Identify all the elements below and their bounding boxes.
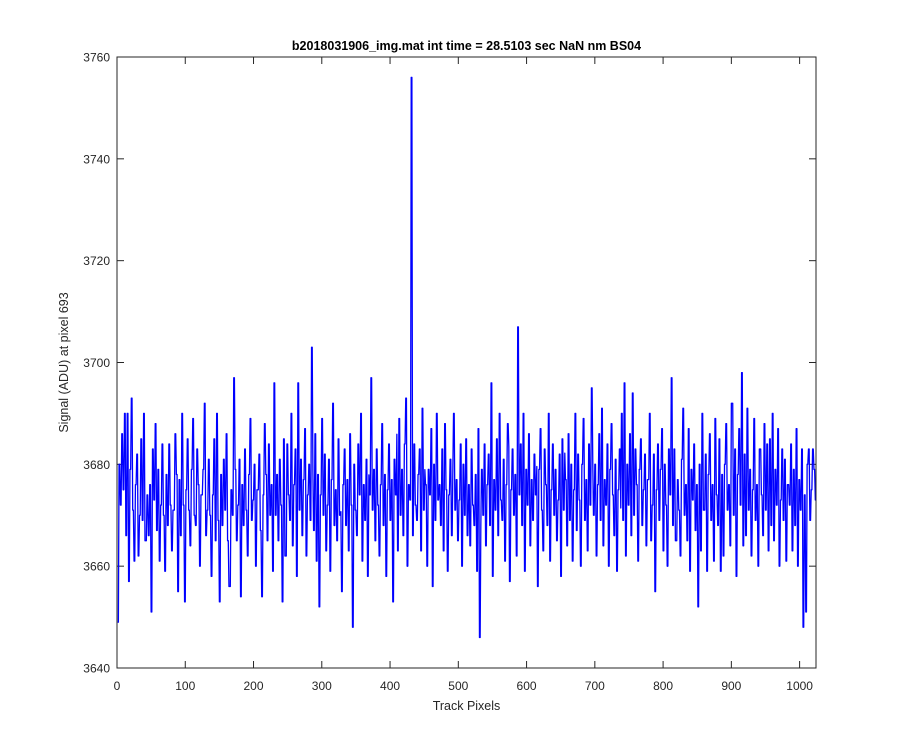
- x-tick-label: 300: [312, 679, 332, 693]
- y-axis-label: Signal (ADU) at pixel 693: [57, 292, 71, 432]
- x-tick-label: 1000: [786, 679, 813, 693]
- x-tick-label: 100: [175, 679, 195, 693]
- x-axis-label: Track Pixels: [433, 699, 501, 713]
- series-line: [117, 76, 816, 639]
- y-tick-label: 3720: [83, 254, 110, 268]
- x-tick-label: 500: [448, 679, 468, 693]
- y-tick-label: 3680: [83, 458, 110, 472]
- y-tick-label: 3740: [83, 152, 110, 166]
- x-tick-label: 0: [114, 679, 121, 693]
- plot-area: [117, 57, 816, 668]
- x-tick-label: 700: [585, 679, 605, 693]
- y-tick-label: 3660: [83, 560, 110, 574]
- ticks-layer: 0 100 200 300 400 500 600 700 800 900 1000 3640 3660…: [83, 51, 816, 693]
- chart-title: b2018031906_img.mat int time = 28.5103 s…: [292, 39, 641, 53]
- x-tick-label: 200: [244, 679, 264, 693]
- x-tick-label: 800: [653, 679, 673, 693]
- y-tick-label: 3640: [83, 662, 110, 676]
- plot-frame: [116, 56, 817, 669]
- y-tick-label: 3700: [83, 356, 110, 370]
- x-tick-label: 600: [517, 679, 537, 693]
- x-tick-label: 400: [380, 679, 400, 693]
- x-tick-label: 900: [721, 679, 741, 693]
- y-tick-label: 3760: [83, 51, 110, 65]
